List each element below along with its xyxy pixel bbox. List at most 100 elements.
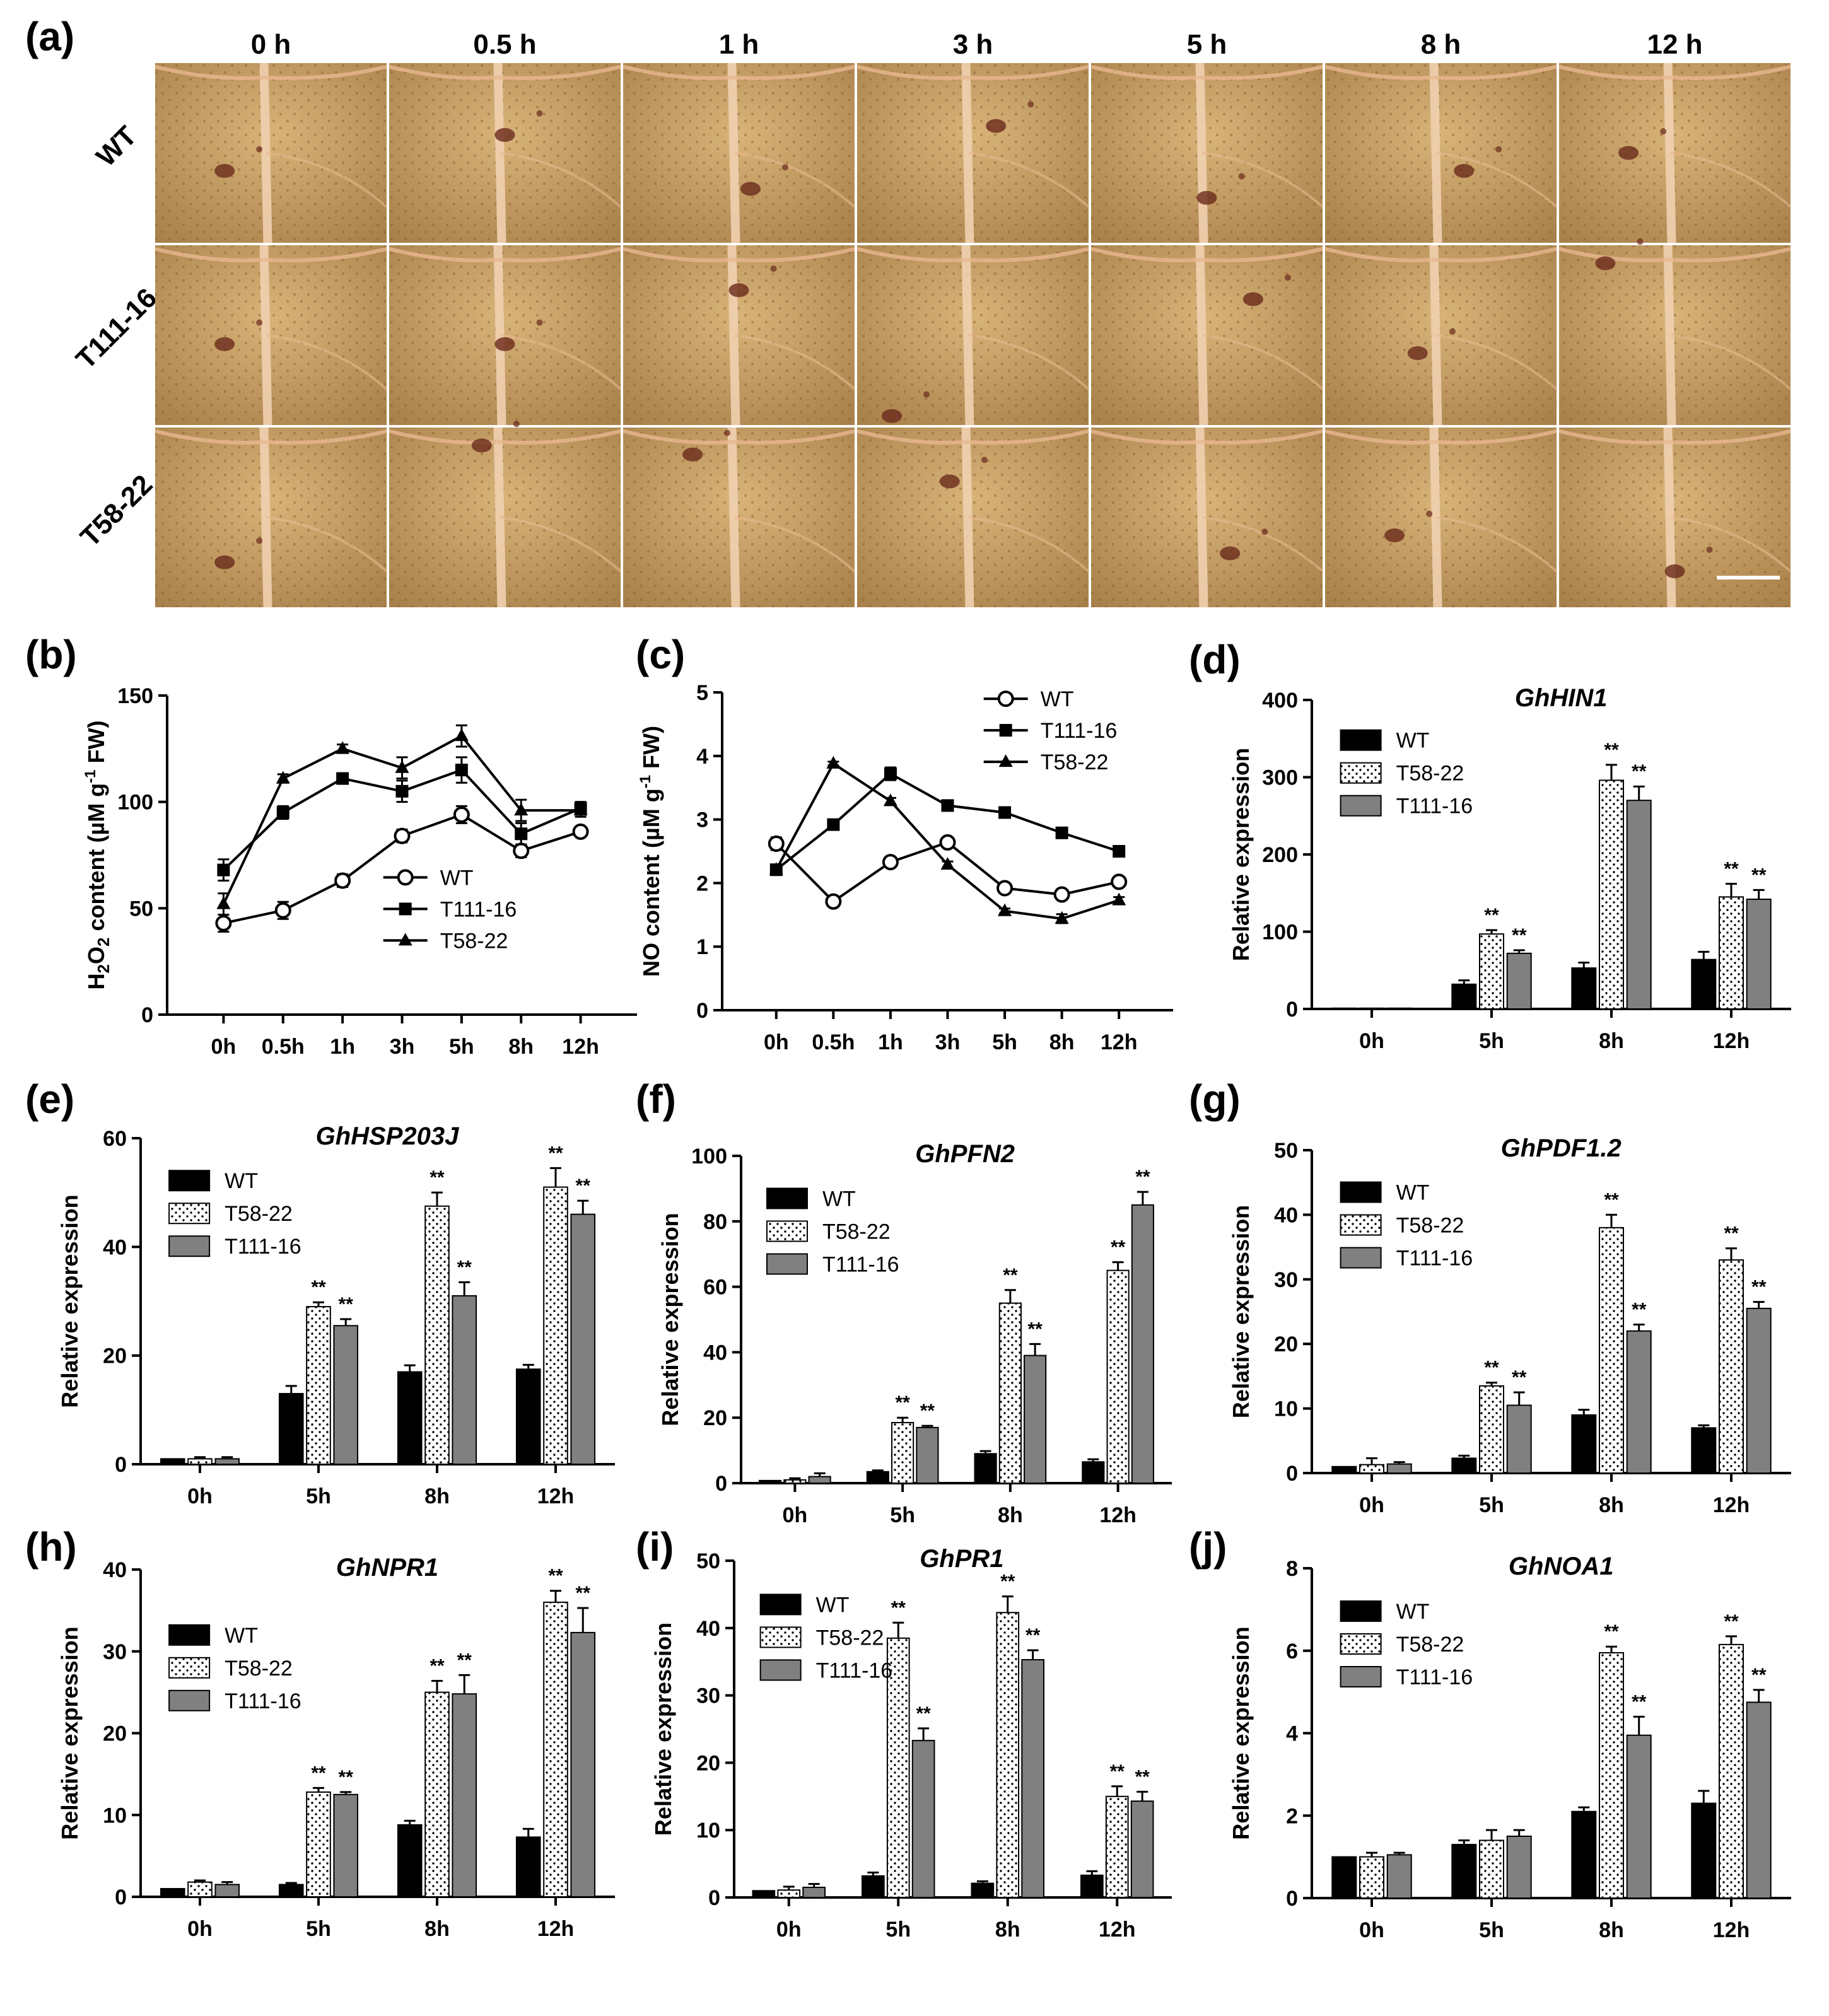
legend-entry: WT (983, 687, 1074, 711)
leaf-vein (1668, 429, 1791, 445)
leaf-midrib (259, 245, 272, 426)
y-tick-label: 60 (703, 1276, 727, 1300)
leaf-vein (266, 516, 388, 573)
dab-stain (1618, 146, 1639, 160)
legend-entry: WT (383, 866, 474, 890)
leaf-vein (734, 334, 856, 390)
significance-mark: ** (1110, 1761, 1125, 1782)
bar-T58-22 (886, 1637, 910, 1899)
leaf-midrib (1429, 62, 1442, 243)
bar-WT (397, 1824, 423, 1898)
leaf-vein (266, 151, 388, 208)
bar-T111-16 (911, 1740, 935, 1898)
bar-T58-22 (777, 1889, 801, 1898)
significance-mark: ** (339, 1767, 354, 1788)
panel-label-a: (a) (25, 14, 74, 59)
leaf-vein (1202, 334, 1324, 390)
column-header: 1 h (719, 29, 759, 60)
y-axis-label: NO content (µM g-1 FW) (637, 726, 664, 977)
bar-T111-16 (1021, 1658, 1045, 1899)
bar-T58-22 (424, 1205, 450, 1465)
legend-swatch (1340, 795, 1382, 817)
chart-title: GhNPR1 (336, 1554, 438, 1582)
dab-stain (1407, 346, 1428, 360)
y-tick-label: 30 (696, 1684, 720, 1708)
legend-swatch (168, 1657, 211, 1679)
leaf-midrib (727, 245, 740, 426)
y-tick-label: 300 (1262, 766, 1298, 790)
dab-stain (1284, 274, 1291, 281)
bar-WT (971, 1882, 995, 1899)
bar-T111-16 (1506, 952, 1532, 1010)
x-tick-label: 1h (878, 1030, 903, 1054)
dab-stain (682, 447, 703, 462)
y-tick-label: 0 (696, 999, 708, 1023)
leaf-vein (968, 334, 1090, 390)
legend-label: T58-22 (1396, 762, 1464, 786)
dab-stain (513, 421, 520, 428)
dab-stain (781, 164, 788, 171)
legend-entry: T111-16 (983, 719, 1117, 743)
legend-entry: T58-22 (383, 929, 508, 953)
bar-T58-22 (306, 1306, 331, 1465)
leaf-midrib (961, 62, 974, 243)
significance-mark: ** (1111, 1237, 1126, 1258)
bar-WT (1571, 1810, 1597, 1899)
dab-stain (1595, 256, 1616, 271)
y-axis-label-part: -1 (82, 769, 99, 783)
significance-mark: ** (1135, 1766, 1150, 1787)
bar-T111-16 (570, 1213, 596, 1465)
chart-i: (i) 0 10 20 30 40 50 Relative expression 0h 5h 8h 1… (636, 1524, 1172, 1942)
legend-label: T58-22 (1396, 1633, 1464, 1657)
y-tick-label: 0 (708, 1886, 720, 1910)
bar-T111-16 (916, 1426, 939, 1484)
bar-WT (1082, 1461, 1105, 1484)
bar-WT (278, 1392, 304, 1465)
y-tick-label: 50 (696, 1549, 720, 1573)
significance-mark: ** (576, 1175, 591, 1196)
leaf-vein (155, 64, 264, 80)
legend-swatch (1340, 1600, 1382, 1622)
y-tick-label: 50 (129, 897, 153, 921)
bar-T58-22 (187, 1881, 213, 1898)
leaf-midrib (1195, 245, 1208, 426)
leaf-photo (1090, 62, 1324, 243)
legend-entry: T111-16 (759, 1658, 892, 1682)
y-tick-label: 150 (117, 684, 153, 708)
leaf-photo (389, 62, 622, 243)
bar-T111-16 (452, 1693, 477, 1897)
legend-entry: T111-16 (1340, 1665, 1473, 1689)
leaf-vein (498, 429, 621, 445)
x-tick-label: 8h (424, 1484, 450, 1508)
significance-mark: ** (1751, 1277, 1767, 1298)
legend-entry: WT (766, 1187, 856, 1211)
significance-mark: ** (1604, 1621, 1619, 1642)
dab-stain (1384, 528, 1405, 542)
bar-WT (1451, 1844, 1477, 1899)
bar-T58-22 (1599, 1226, 1624, 1474)
chart-j: (j) 0 2 4 6 8 Relative expression 0h 5h 8h 12h GhNO… (1189, 1524, 1791, 1942)
bar-T58-22 (306, 1791, 331, 1897)
bar-T111-16 (1626, 800, 1652, 1010)
bar-T111-16 (1746, 899, 1772, 1010)
y-tick-label: 6 (1286, 1640, 1298, 1663)
chart-title: GhPR1 (920, 1545, 1003, 1573)
panel-a: (a) 0 h 0.5 h 1 h 3 h 5 h 8 h 12 h WT T111-16 T58-… (25, 14, 1792, 608)
dab-stain (256, 319, 263, 326)
dab-stain (536, 110, 543, 117)
data-point (513, 842, 530, 859)
y-tick-label: 0 (115, 1453, 127, 1477)
leaf-midrib (1663, 245, 1676, 426)
dab-stain (1664, 564, 1685, 578)
leaf-vein (1090, 247, 1200, 262)
bar-WT (974, 1453, 997, 1484)
column-header: 0 h (251, 29, 291, 60)
legend-entry: T111-16 (168, 1235, 301, 1259)
data-point (996, 880, 1014, 897)
leaf-vein (1200, 64, 1323, 80)
leaf-photo (1558, 62, 1792, 243)
leaf-vein (264, 247, 387, 262)
data-point (939, 834, 956, 851)
legend-swatch (1340, 1665, 1382, 1687)
dab-stain (724, 429, 731, 436)
